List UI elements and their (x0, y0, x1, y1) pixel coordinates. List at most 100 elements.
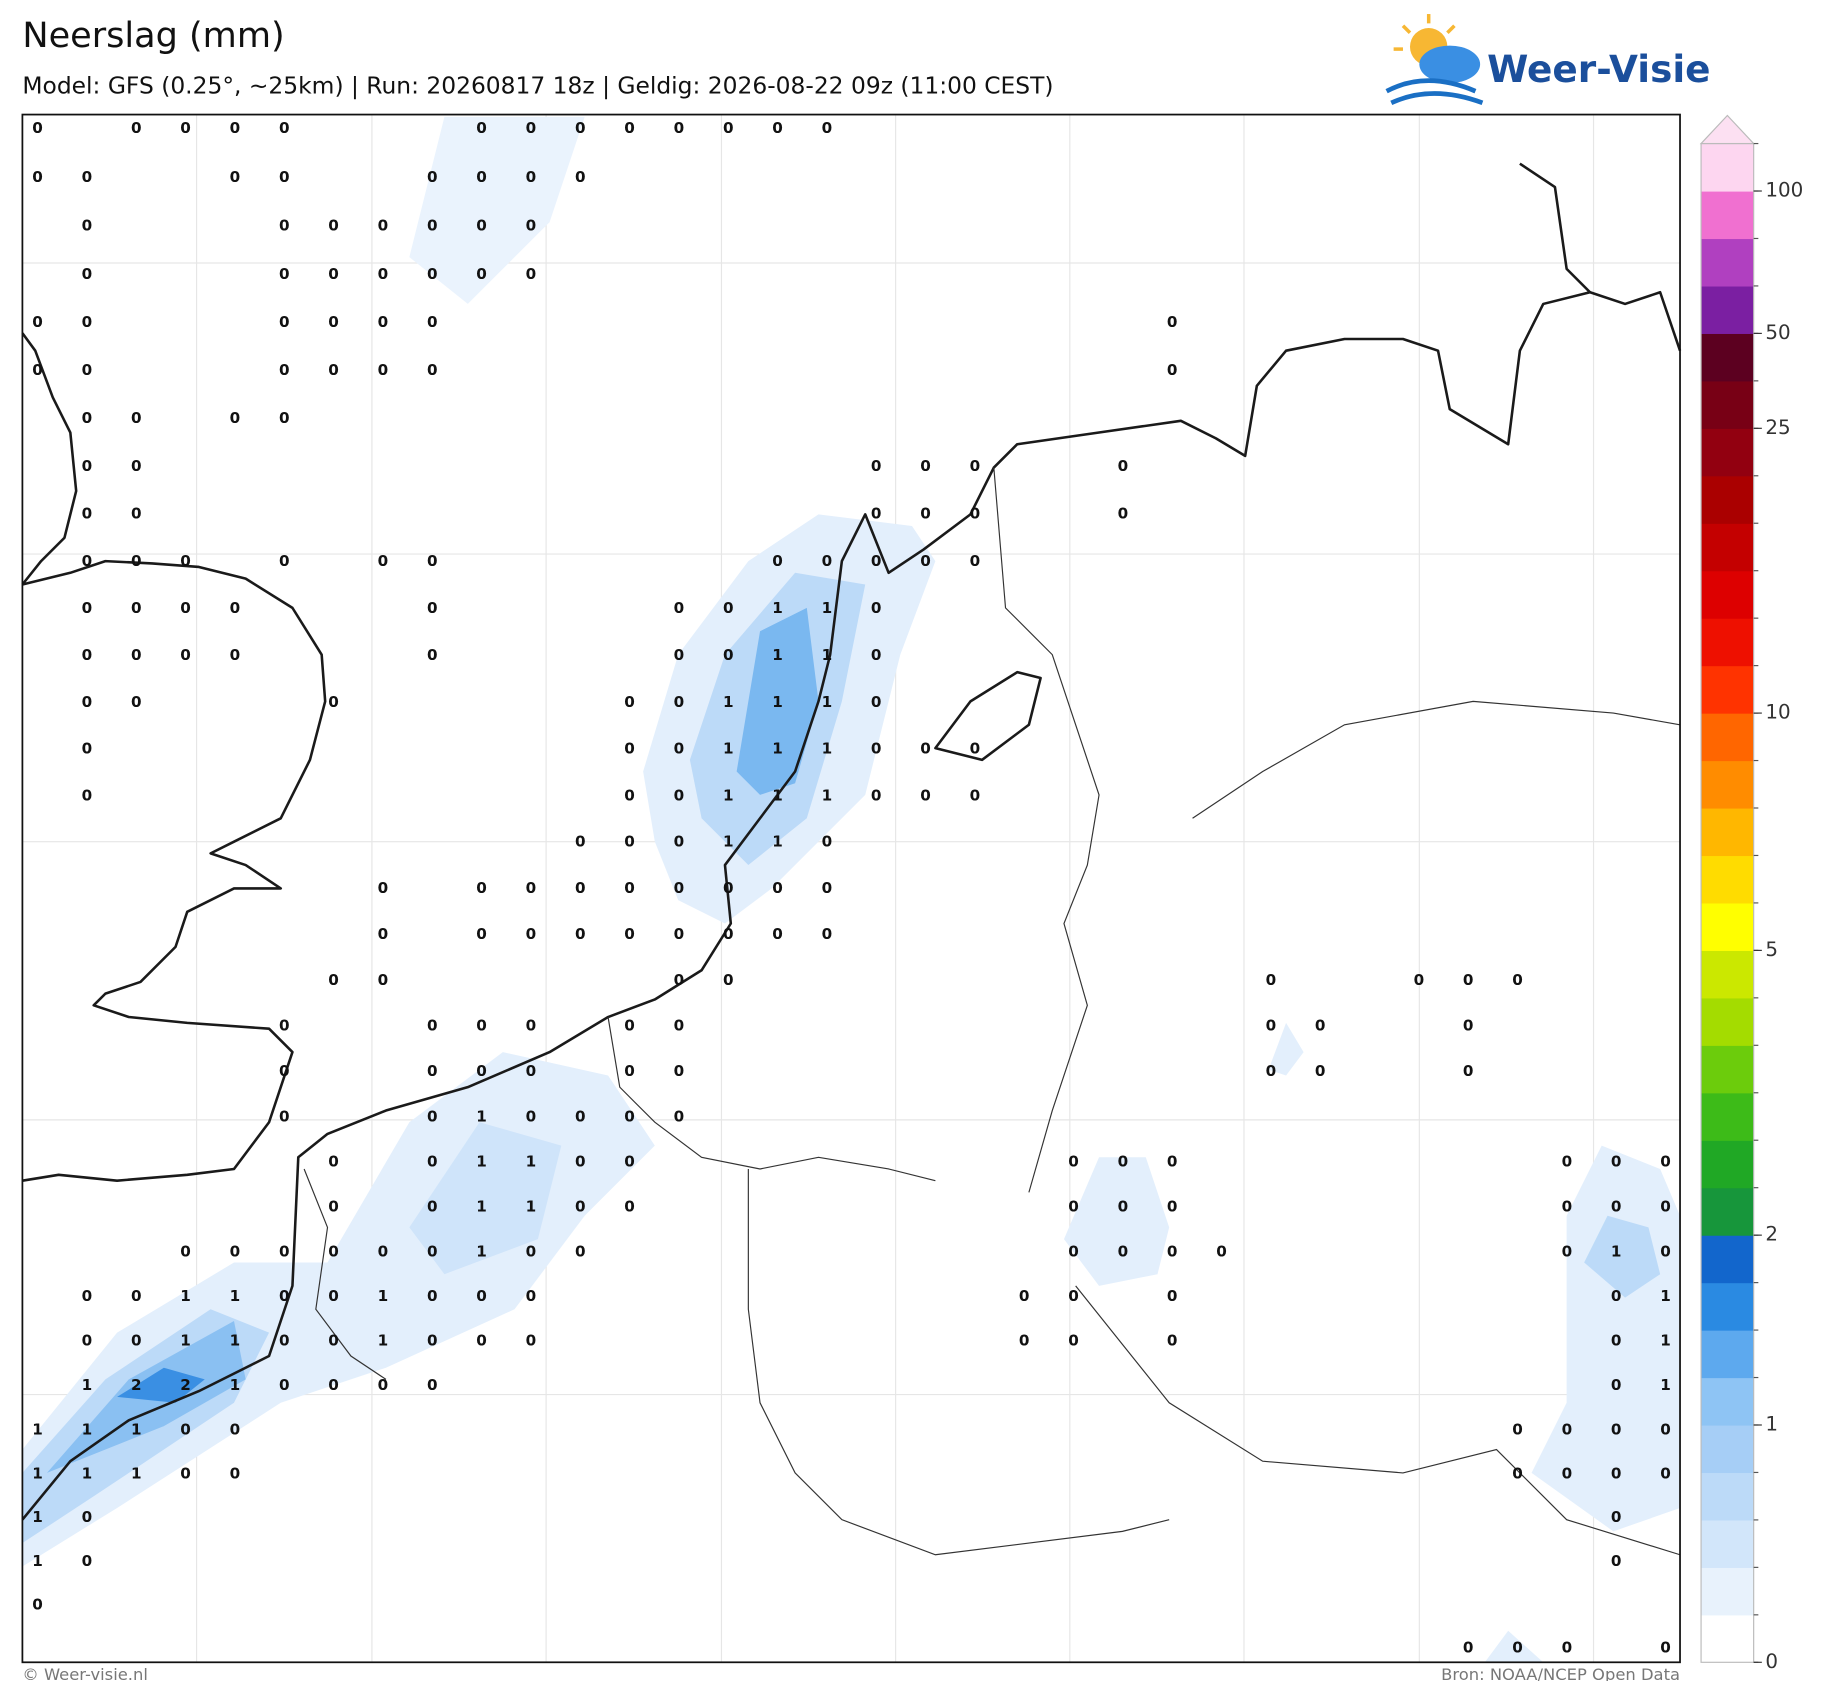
precip-label: 0 (920, 504, 931, 522)
precip-label: 0 (1562, 1198, 1573, 1216)
precip-label: 0 (328, 1332, 339, 1350)
precip-label: 0 (871, 457, 882, 475)
precip-label: 1 (772, 646, 783, 664)
precip-label: 0 (328, 1198, 339, 1216)
precip-label: 0 (871, 552, 882, 570)
colorbar-tick-label: 100 (1765, 179, 1803, 202)
precip-label: 0 (82, 693, 93, 711)
precip-label: 0 (427, 313, 438, 331)
precip-label: 0 (1118, 1198, 1129, 1216)
precip-label: 0 (82, 1287, 93, 1305)
precip-label: 0 (427, 265, 438, 283)
precip-label: 1 (82, 1464, 93, 1482)
precip-label: 0 (723, 879, 734, 897)
precip-label: 0 (822, 119, 833, 137)
precip-label: 0 (624, 1198, 635, 1216)
precip-label: 1 (1611, 1243, 1622, 1261)
precip-label: 0 (1118, 1153, 1129, 1171)
precip-label: 0 (131, 646, 142, 664)
precip-label: 0 (328, 361, 339, 379)
precip-label: 0 (624, 833, 635, 851)
colorbar-tick-label: 10 (1765, 701, 1790, 724)
precip-label: 0 (279, 168, 290, 186)
precip-label: 0 (1512, 1639, 1523, 1657)
precip-label: 0 (131, 119, 142, 137)
precip-label: 0 (1266, 1016, 1277, 1034)
precip-label: 1 (723, 740, 734, 758)
precip-label: 0 (674, 971, 685, 989)
precip-label: 0 (427, 1243, 438, 1261)
precip-label: 0 (772, 119, 783, 137)
colorbar-bin (1701, 1092, 1754, 1141)
precip-label: 0 (1167, 1332, 1178, 1350)
precip-label: 0 (674, 833, 685, 851)
precip-label: 0 (624, 879, 635, 897)
precip-label: 0 (674, 646, 685, 664)
precip-label: 1 (822, 786, 833, 804)
precip-label: 0 (575, 119, 586, 137)
precip-label: 0 (1118, 504, 1129, 522)
colorbar-bin (1701, 1235, 1754, 1284)
precip-label: 0 (772, 879, 783, 897)
precip-label: 0 (476, 265, 487, 283)
precip-label: 0 (328, 693, 339, 711)
precip-label: 1 (131, 1464, 142, 1482)
precip-label: 1 (378, 1332, 389, 1350)
precip-label: 0 (476, 925, 487, 943)
precip-label: 0 (131, 599, 142, 617)
precip-label: 0 (82, 361, 93, 379)
precip-label: 1 (32, 1552, 43, 1570)
colorbar-bin (1701, 808, 1754, 857)
precip-label: 0 (476, 879, 487, 897)
precip-label: 0 (131, 504, 142, 522)
precip-label: 0 (526, 216, 537, 234)
precip-label: 0 (1562, 1639, 1573, 1657)
precip-label: 0 (131, 693, 142, 711)
colorbar-bin (1701, 713, 1754, 762)
precip-label: 0 (970, 552, 981, 570)
colorbar-bin (1701, 1187, 1754, 1236)
precip-label: 0 (180, 1464, 191, 1482)
precip-label: 0 (871, 740, 882, 758)
precip-label: 0 (822, 879, 833, 897)
precip-label: 1 (230, 1287, 241, 1305)
precip-label: 0 (131, 552, 142, 570)
precip-label: 1 (378, 1287, 389, 1305)
precip-label: 0 (427, 168, 438, 186)
logo: Weer-Visie (1385, 14, 1711, 106)
precip-label: 0 (230, 119, 241, 137)
precip-label: 0 (1611, 1332, 1622, 1350)
precip-label: 0 (1463, 1062, 1474, 1080)
colorbar-bin (1701, 665, 1754, 714)
precip-label: 0 (378, 1376, 389, 1394)
map-frame (21, 113, 1681, 1664)
precip-label: 0 (1660, 1198, 1671, 1216)
precip-label: 0 (1512, 1420, 1523, 1438)
map-background (22, 114, 1681, 1663)
colorbar-bin (1701, 1424, 1754, 1474)
precip-label: 1 (772, 786, 783, 804)
precip-label: 0 (427, 1153, 438, 1171)
precip-label: 0 (970, 740, 981, 758)
precip-label: 0 (674, 879, 685, 897)
logo-rays (1393, 14, 1456, 51)
precip-label: 0 (82, 216, 93, 234)
precip-label: 0 (624, 1062, 635, 1080)
precip-label: 0 (822, 833, 833, 851)
colorbar-bin (1701, 333, 1754, 382)
colorbar-bin (1701, 1330, 1754, 1379)
colorbar-bin (1701, 1045, 1754, 1094)
precip-label: 0 (526, 1016, 537, 1034)
precip-label: 0 (230, 1464, 241, 1482)
precip-label: 1 (1660, 1287, 1671, 1305)
precip-label: 1 (772, 693, 783, 711)
precip-label: 0 (526, 879, 537, 897)
precip-label: 0 (1611, 1552, 1622, 1570)
coastlines (21, 162, 1682, 1521)
precip-label: 0 (476, 168, 487, 186)
logo-cloud (1419, 45, 1481, 83)
precip-label: 0 (723, 971, 734, 989)
precip-label: 1 (180, 1332, 191, 1350)
precip-label: 0 (131, 457, 142, 475)
precip-label: 0 (1118, 457, 1129, 475)
